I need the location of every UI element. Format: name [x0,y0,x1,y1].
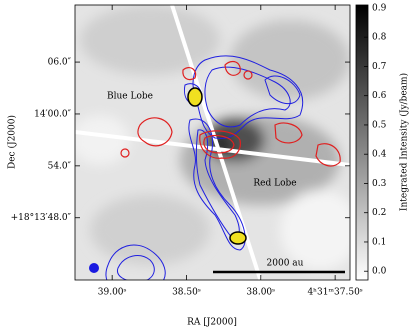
annotation: 2000 au [267,259,304,269]
beam [89,263,99,273]
colorbar-label: Integrated Intensity (Jy/beam) [399,73,410,211]
red-contours [120,60,341,167]
colorbar-tick-label: 0.6 [372,91,387,101]
colorbar-tick-label: 0.4 [372,150,387,160]
x-tick-label: 4ʰ31ᵐ37.50ˢ [307,288,362,298]
blue-contours [105,55,304,280]
image [75,5,350,280]
annotation: Red Lobe [253,179,296,189]
x-tick-label: 39.00ˢ [98,288,127,298]
y-tick-label: 14′00.0″ [34,109,72,119]
colorbar-tick-label: 0.5 [372,120,387,130]
colorbar-tick-label: 0.1 [372,237,386,247]
y-tick-label: 54.0″ [48,161,72,171]
colorbar-tick-label: 0.3 [372,179,387,189]
x-tick-label: 38.00ˢ [246,288,275,298]
x-tick-label: 38.50ˢ [172,288,201,298]
y-tick-label: +18°13′48.0″ [11,213,72,223]
y-axis-label: Dec (J2000) [7,115,18,169]
plot-frame [74,4,351,281]
colorbar [355,4,369,281]
x-axis-label: RA [J2000] [187,318,237,328]
colorbar-tick-label: 0.8 [372,33,387,43]
colorbar-tick-label: 0.2 [372,208,386,218]
outflow-axis [170,5,263,280]
source [229,231,247,245]
colorbar-tick-label: 0.7 [372,62,387,72]
source [187,87,203,107]
colorbar-tick-label: 0.9 [372,3,387,13]
y-tick-label: 06.0″ [48,58,72,68]
annotation: Blue Lobe [107,92,153,102]
colorbar-tick-label: 0.0 [372,267,387,277]
